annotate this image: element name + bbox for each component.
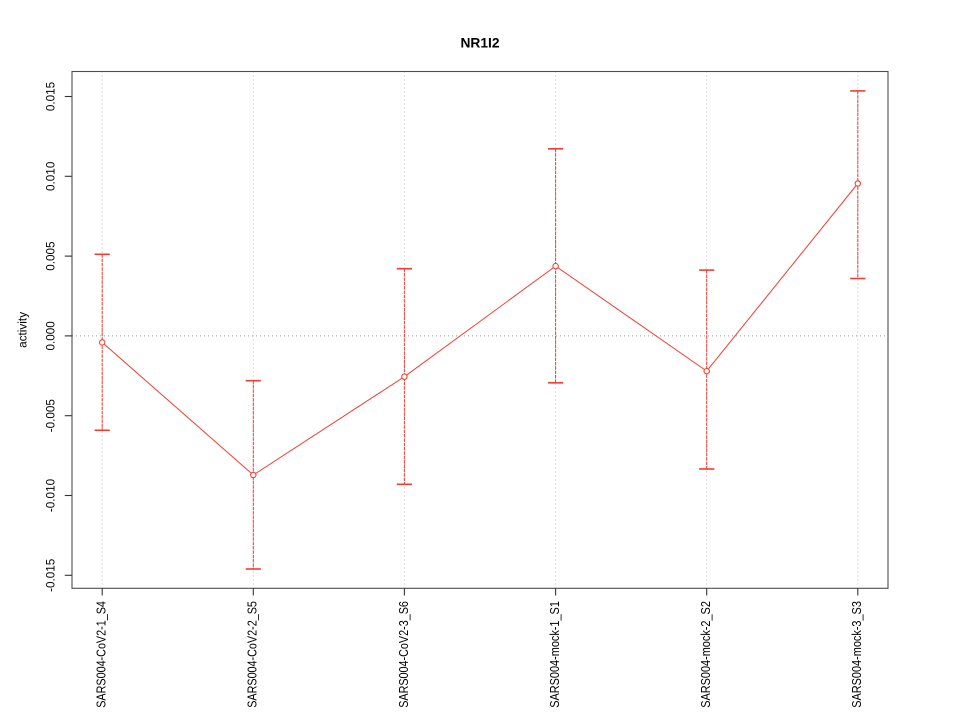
svg-text:SARS004-CoV2-2_S5: SARS004-CoV2-2_S5 [245,601,260,708]
svg-text:-0.010: -0.010 [44,479,58,512]
svg-text:SARS004-mock-1_S1: SARS004-mock-1_S1 [547,601,562,708]
svg-text:NR1I2: NR1I2 [461,35,500,51]
svg-text:0.010: 0.010 [44,162,58,191]
svg-text:activity: activity [16,311,30,348]
svg-text:0.015: 0.015 [44,82,58,111]
svg-text:SARS004-mock-3_S3: SARS004-mock-3_S3 [849,601,864,708]
svg-text:-0.005: -0.005 [44,399,58,432]
svg-text:0.005: 0.005 [44,241,58,270]
svg-text:-0.015: -0.015 [44,559,58,592]
svg-text:SARS004-CoV2-1_S4: SARS004-CoV2-1_S4 [94,601,109,708]
svg-text:0.000: 0.000 [44,321,58,350]
svg-text:SARS004-mock-2_S2: SARS004-mock-2_S2 [698,601,713,708]
svg-text:SARS004-CoV2-3_S6: SARS004-CoV2-3_S6 [396,601,411,708]
